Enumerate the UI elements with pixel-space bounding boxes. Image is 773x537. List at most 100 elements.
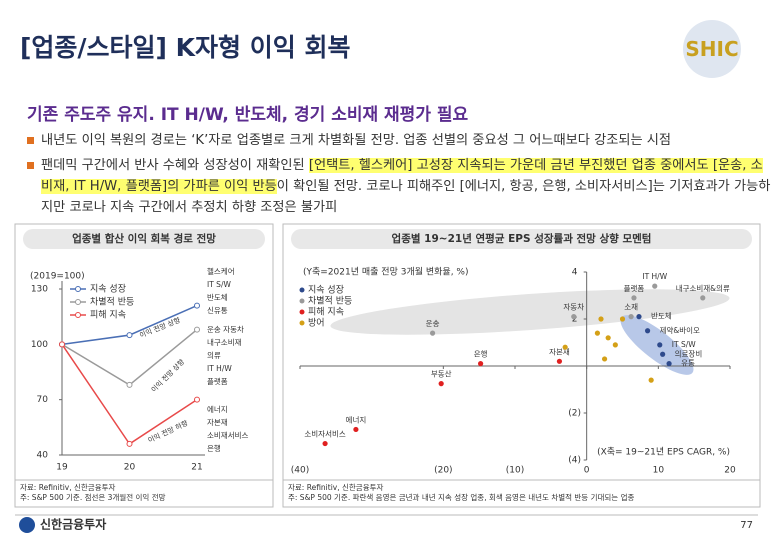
x-tick-label: 21	[191, 463, 202, 473]
point	[594, 330, 601, 336]
legend-marker	[75, 312, 81, 318]
y-tick-label: 70	[37, 395, 49, 405]
shade	[330, 289, 730, 335]
source: 자료: Refinitiv, 신한금융투자	[288, 483, 383, 492]
sector-label: 의류	[207, 350, 221, 360]
point	[605, 335, 611, 341]
y-tick-label: 100	[31, 340, 48, 350]
sector-label: IT H/W	[207, 364, 232, 373]
point	[194, 326, 200, 333]
footnote: 주: S&P 500 기준. 파란색 음영은 금년과 내년 지속 성장 업종, …	[288, 492, 634, 502]
point	[478, 361, 484, 367]
legend-label: 피해 지속	[90, 310, 126, 321]
legend-marker	[299, 298, 305, 304]
point-label: 유통	[681, 359, 695, 368]
point	[194, 302, 200, 309]
point	[126, 440, 133, 447]
sector-label: 은행	[207, 443, 221, 453]
panel-title: 업종별 19~21년 연평균 EPS 성장률과 전망 상향 모멘텀	[392, 232, 652, 245]
point	[612, 342, 618, 348]
bullet-text: 내년도 이익 복원의 경로는 ‘K’자로 업종별로 크게 차별화될 전망. 업종…	[41, 133, 672, 148]
bullet: 팬데믹 구간에서 반사 수혜와 성장성이 재확인된 [언택트, 헬스케어] 고성…	[27, 155, 771, 218]
sector-label: 내구소비재	[207, 338, 242, 347]
point-label: 반도체	[651, 311, 672, 321]
legend-marker	[75, 299, 81, 305]
bullet-text: 이 확인될 전망. 코로나 피해주인 [에너지, 항공, 은행, 소비자서비스]…	[41, 179, 771, 215]
x-tick-label: (40)	[291, 466, 309, 476]
point	[353, 426, 359, 433]
sector-label: IT S/W	[207, 280, 231, 289]
point-label: 운송	[426, 319, 440, 328]
point	[562, 344, 568, 350]
point-label: 은행	[474, 349, 488, 359]
y-tick-label: 40	[37, 451, 49, 461]
sector-label: 소비재서비스	[207, 431, 248, 440]
point	[631, 295, 637, 301]
point	[598, 316, 604, 322]
point	[648, 377, 654, 383]
panel-title: 업종별 합산 이익 회복 경로 전망	[72, 232, 216, 245]
point	[636, 314, 642, 320]
point-label: 에너지	[346, 414, 367, 424]
point	[666, 361, 672, 367]
panel-header	[291, 229, 752, 249]
point	[571, 314, 577, 320]
annotation: 이익 전망 상향	[138, 315, 182, 340]
point	[644, 328, 651, 334]
point-label: 소비자서비스	[304, 430, 345, 439]
legend-marker	[299, 320, 305, 326]
legend-label: 차별적 반등	[308, 295, 352, 307]
point-label: IT H/W	[642, 272, 667, 281]
footer-logo	[19, 517, 35, 533]
x-tick-label: 20	[724, 466, 736, 476]
point	[556, 358, 563, 364]
legend-label: 지속 성장	[308, 285, 344, 296]
sector-label: 에너지	[207, 404, 228, 414]
point	[59, 341, 65, 348]
sector-label: 플랫폼	[207, 376, 228, 386]
point-label: IT S/W	[672, 340, 696, 349]
page-number: 77	[740, 520, 753, 531]
footnote: 주: S&P 500 기준. 점선은 3개월전 이익 전망	[20, 492, 166, 502]
shade	[620, 315, 694, 375]
point	[126, 332, 133, 339]
point-label: 자동차	[563, 303, 584, 312]
sector-label: 헬스케어	[207, 266, 235, 276]
y-axis-label: (2019=100)	[30, 272, 85, 282]
panel	[282, 223, 761, 508]
legend-label: 피해 지속	[308, 307, 344, 318]
point	[322, 440, 328, 447]
company: 신한금융투자	[40, 517, 106, 532]
source: 자료: Refinitiv, 신한금융투자	[20, 483, 115, 492]
y-tick-label: 4	[572, 268, 578, 278]
y-axis-label: (Y축=2021년 매출 전망 3개월 변화율, %)	[303, 266, 469, 278]
y-tick-label: (4)	[568, 456, 581, 466]
bullet-text: 팬데믹 구간에서 반사 수혜와 성장성이 재확인된	[41, 158, 309, 173]
x-tick-label: (20)	[434, 466, 452, 476]
point	[652, 283, 658, 289]
sector-label: 반도체	[207, 292, 228, 302]
point-label: 의료장비	[675, 348, 703, 358]
x-tick-label: 10	[653, 466, 665, 476]
point-label: 소재	[624, 303, 638, 312]
y-tick-label: (2)	[568, 409, 581, 419]
point-label: 제약&바이오	[660, 325, 700, 335]
point	[429, 330, 436, 336]
sector-label: 신유통	[207, 306, 228, 315]
legend-label: 차별적 반등	[90, 296, 134, 308]
panel	[14, 223, 274, 508]
annotation: 이익 전망 상향	[149, 357, 186, 394]
sector-label: 운송 자동차	[207, 325, 244, 334]
y-tick-label: 2	[572, 315, 578, 325]
title: [업종/스타일] K자형 이익 회복	[20, 33, 351, 62]
point	[619, 316, 626, 322]
point	[438, 381, 444, 387]
point	[628, 314, 634, 320]
legend-label: 방어	[308, 318, 325, 329]
x-tick-label: (10)	[506, 466, 524, 476]
y-tick-label: 130	[31, 285, 48, 295]
logo: SHIC	[683, 20, 741, 78]
legend-marker	[299, 309, 305, 315]
